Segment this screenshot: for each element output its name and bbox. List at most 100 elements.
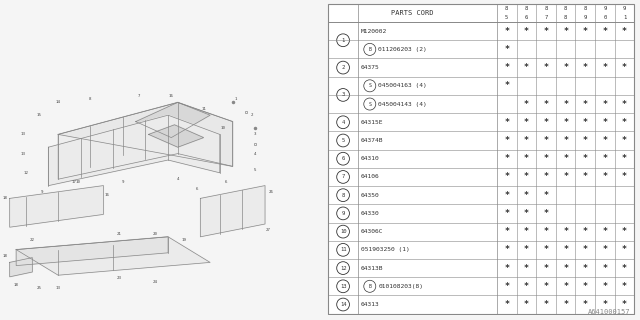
Text: *: * — [504, 191, 509, 200]
Text: 2: 2 — [251, 113, 253, 117]
Text: *: * — [524, 282, 529, 291]
Text: *: * — [524, 209, 529, 218]
Text: 7: 7 — [545, 15, 548, 20]
Text: *: * — [622, 245, 627, 254]
Text: *: * — [583, 100, 588, 108]
Text: 4: 4 — [254, 152, 257, 156]
Text: 9: 9 — [122, 180, 124, 184]
Text: 64310: 64310 — [361, 156, 380, 161]
Text: 23: 23 — [117, 276, 122, 280]
Text: *: * — [563, 172, 568, 181]
Text: PARTS CORD: PARTS CORD — [391, 10, 434, 16]
Text: *: * — [524, 300, 529, 309]
Text: 8: 8 — [584, 6, 587, 11]
Text: *: * — [543, 154, 548, 163]
Text: *: * — [583, 63, 588, 72]
Polygon shape — [58, 102, 233, 179]
Text: *: * — [524, 100, 529, 108]
Text: *: * — [543, 300, 548, 309]
Text: *: * — [622, 100, 627, 108]
Text: *: * — [602, 154, 607, 163]
Text: 9: 9 — [584, 15, 587, 20]
Text: *: * — [622, 118, 627, 127]
Text: 1: 1 — [235, 97, 237, 101]
Text: *: * — [583, 245, 588, 254]
Text: *: * — [524, 264, 529, 273]
Text: *: * — [602, 227, 607, 236]
Text: 8: 8 — [342, 193, 345, 198]
Text: B: B — [369, 284, 371, 289]
Text: *: * — [543, 27, 548, 36]
Text: 64106: 64106 — [361, 174, 380, 180]
Text: 64313: 64313 — [361, 302, 380, 307]
Text: *: * — [504, 227, 509, 236]
Text: *: * — [563, 100, 568, 108]
Text: *: * — [524, 227, 529, 236]
Text: *: * — [583, 27, 588, 36]
Text: 6: 6 — [525, 15, 528, 20]
Text: 051903250 (1): 051903250 (1) — [361, 247, 410, 252]
Text: 64313B: 64313B — [361, 266, 383, 271]
Text: *: * — [543, 136, 548, 145]
Text: 14: 14 — [340, 302, 346, 307]
Text: 64350: 64350 — [361, 193, 380, 198]
Text: *: * — [563, 63, 568, 72]
Text: 4: 4 — [342, 120, 345, 125]
Text: *: * — [602, 27, 607, 36]
Text: 9: 9 — [604, 6, 607, 11]
Text: *: * — [602, 100, 607, 108]
Text: *: * — [504, 118, 509, 127]
Text: 7: 7 — [342, 174, 345, 180]
Text: 3: 3 — [342, 92, 345, 97]
Text: 12: 12 — [23, 171, 28, 175]
Text: 4: 4 — [177, 177, 179, 181]
Text: *: * — [602, 172, 607, 181]
Text: *: * — [543, 264, 548, 273]
Text: 045004143 (4): 045004143 (4) — [378, 101, 427, 107]
Text: 8: 8 — [89, 97, 92, 101]
Text: *: * — [504, 300, 509, 309]
Text: 1: 1 — [623, 15, 626, 20]
Text: *: * — [583, 154, 588, 163]
Text: 8: 8 — [564, 6, 567, 11]
Text: *: * — [622, 154, 627, 163]
Text: 8: 8 — [564, 15, 567, 20]
Text: *: * — [583, 172, 588, 181]
Text: 5: 5 — [254, 168, 257, 172]
Polygon shape — [136, 102, 210, 138]
Text: *: * — [602, 136, 607, 145]
Text: 5: 5 — [505, 15, 508, 20]
Text: 18: 18 — [13, 283, 19, 287]
Text: 24: 24 — [152, 280, 157, 284]
Text: 64315E: 64315E — [361, 120, 383, 125]
Text: *: * — [602, 63, 607, 72]
Text: *: * — [504, 45, 509, 54]
Text: 1: 1 — [342, 38, 345, 43]
Text: *: * — [543, 209, 548, 218]
Text: *: * — [563, 118, 568, 127]
Polygon shape — [10, 186, 104, 227]
Text: *: * — [602, 245, 607, 254]
Text: 16: 16 — [169, 94, 174, 98]
Text: 26: 26 — [269, 190, 274, 194]
Text: *: * — [563, 227, 568, 236]
Text: *: * — [583, 300, 588, 309]
Text: 18: 18 — [3, 254, 7, 258]
Text: 64330: 64330 — [361, 211, 380, 216]
Polygon shape — [16, 237, 168, 266]
Text: 10: 10 — [221, 126, 225, 130]
Polygon shape — [49, 115, 220, 186]
Text: *: * — [563, 136, 568, 145]
Text: 9: 9 — [342, 211, 345, 216]
Text: *: * — [602, 300, 607, 309]
Text: 011206203 (2): 011206203 (2) — [378, 47, 427, 52]
Text: 11: 11 — [201, 107, 206, 111]
Text: *: * — [524, 154, 529, 163]
Text: 010108203(8): 010108203(8) — [378, 284, 423, 289]
Text: 19: 19 — [182, 238, 187, 242]
Text: 10: 10 — [340, 229, 346, 234]
Polygon shape — [16, 237, 210, 275]
Text: 13: 13 — [340, 284, 346, 289]
Text: *: * — [504, 63, 509, 72]
Text: *: * — [563, 154, 568, 163]
